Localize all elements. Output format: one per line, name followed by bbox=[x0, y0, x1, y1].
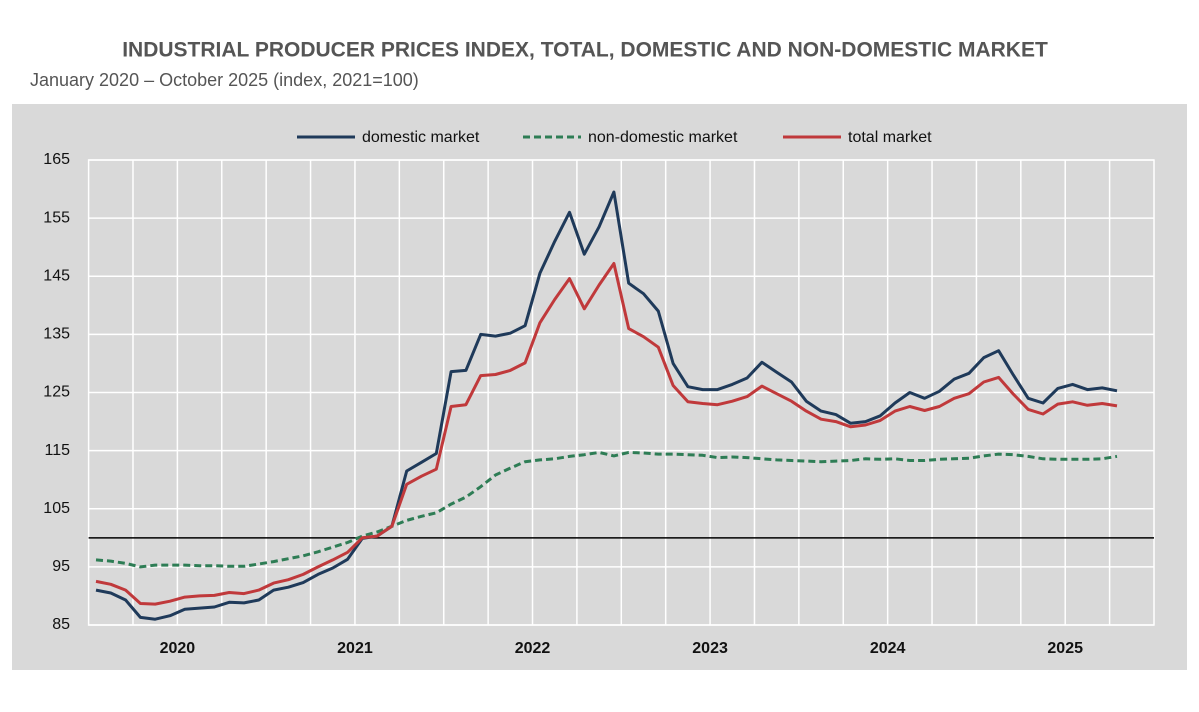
series-line bbox=[95, 190, 1118, 621]
y-tick-label: 105 bbox=[43, 500, 70, 517]
panel bbox=[12, 104, 1187, 670]
x-tick-label: 2025 bbox=[1047, 640, 1083, 657]
y-tick-label: 155 bbox=[43, 209, 70, 226]
chart-title: INDUSTRIAL PRODUCER PRICES INDEX, TOTAL,… bbox=[122, 39, 1048, 62]
x-tick-label: 2020 bbox=[160, 640, 196, 657]
y-tick-label: 125 bbox=[43, 384, 70, 401]
plot-frame bbox=[87, 159, 1155, 626]
x-tick-label: 2021 bbox=[337, 640, 373, 657]
legend-label: total market bbox=[848, 129, 932, 146]
y-tick-label: 115 bbox=[44, 442, 70, 459]
y-tick-label: 85 bbox=[52, 616, 70, 633]
y-tick-label: 135 bbox=[43, 326, 70, 343]
series-line bbox=[95, 262, 1118, 606]
chart-subtitle: January 2020 – October 2025 (index, 2021… bbox=[30, 70, 419, 90]
legend-label: domestic market bbox=[362, 129, 480, 146]
y-tick-label: 145 bbox=[43, 267, 70, 284]
x-tick-label: 2024 bbox=[870, 640, 906, 657]
legend-label: non-domestic market bbox=[588, 129, 738, 146]
series-line bbox=[95, 450, 1118, 569]
x-tick-label: 2022 bbox=[515, 640, 551, 657]
x-tick-label: 2023 bbox=[692, 640, 728, 657]
y-tick-label: 165 bbox=[43, 151, 70, 168]
y-tick-label: 95 bbox=[52, 558, 70, 575]
